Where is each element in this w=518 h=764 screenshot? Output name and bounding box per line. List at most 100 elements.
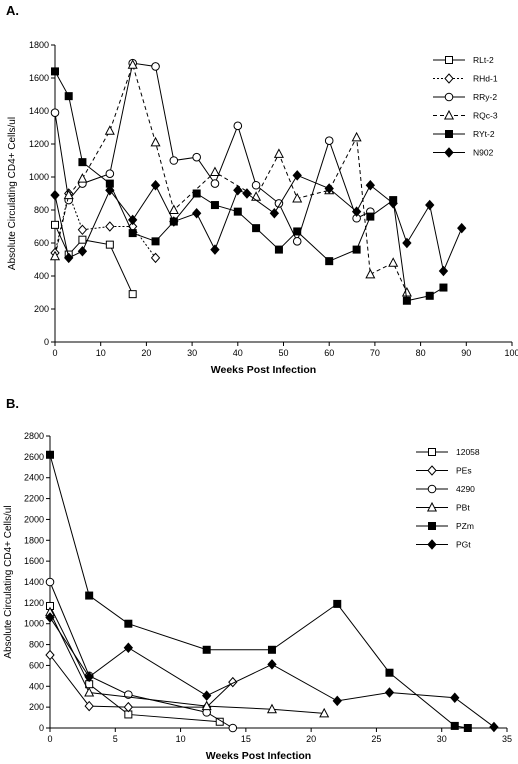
- data-point: [365, 268, 376, 279]
- data-point: [463, 724, 472, 732]
- data-point: [84, 700, 94, 712]
- data-point: [274, 199, 284, 208]
- legend-label: RLt-2: [473, 55, 494, 65]
- data-point: [352, 245, 361, 254]
- data-point: [169, 156, 179, 165]
- data-point: [151, 62, 160, 71]
- data-point: [457, 222, 467, 234]
- legend-marker: [444, 147, 454, 158]
- legend-marker: [444, 73, 454, 84]
- legend-label: PBt: [456, 503, 470, 513]
- data-point: [251, 180, 261, 190]
- legend-entry: PBt: [416, 501, 470, 513]
- legend-label: PGt: [456, 540, 471, 550]
- data-point: [84, 686, 95, 697]
- x-tick-label: 30: [437, 734, 447, 744]
- data-point: [402, 237, 412, 249]
- data-point: [425, 199, 435, 211]
- data-point: [201, 700, 212, 711]
- data-point: [105, 184, 115, 196]
- data-point: [77, 224, 88, 236]
- data-point: [150, 136, 161, 147]
- data-point: [351, 131, 362, 142]
- x-tick-label: 20: [141, 348, 151, 358]
- y-tick-label: 2800: [24, 431, 44, 441]
- data-point: [267, 645, 276, 654]
- data-point: [192, 152, 201, 162]
- legend-entry: PGt: [416, 539, 471, 550]
- data-point: [192, 208, 202, 219]
- data-point: [274, 245, 283, 254]
- x-tick-label: 25: [371, 734, 381, 744]
- data-point: [46, 450, 54, 459]
- x-tick-label: 40: [233, 348, 243, 358]
- legend-marker: [427, 484, 437, 494]
- y-tick-label: 2200: [24, 494, 44, 504]
- data-point: [233, 207, 242, 216]
- data-point: [324, 183, 334, 194]
- data-point: [45, 649, 55, 661]
- data-point: [151, 237, 160, 246]
- data-point: [150, 179, 161, 191]
- panel-label: B.: [6, 396, 19, 411]
- data-point: [242, 188, 252, 199]
- data-point: [202, 690, 212, 701]
- data-point: [385, 668, 394, 677]
- legend-marker: [445, 130, 453, 138]
- data-point: [325, 257, 334, 266]
- data-point: [384, 687, 395, 698]
- data-point: [64, 92, 73, 101]
- data-point: [438, 265, 449, 277]
- data-point: [85, 591, 94, 600]
- y-tick-label: 0: [39, 723, 44, 733]
- x-axis-title: Weeks Post Infection: [206, 750, 311, 762]
- legend-label: RHd-1: [473, 74, 498, 84]
- y-tick-label: 2000: [24, 514, 44, 524]
- data-point: [210, 244, 220, 255]
- legend-entry: N902: [433, 147, 494, 158]
- legend-entry: 12058: [416, 447, 480, 457]
- data-point: [450, 692, 460, 704]
- legend-marker: [445, 56, 453, 64]
- y-axis-title: Absolute Circulating CD4+ Cells/ul: [7, 117, 18, 270]
- data-point: [388, 198, 398, 209]
- data-point: [209, 166, 220, 177]
- series-RLt-2: [51, 220, 137, 299]
- y-tick-label: 800: [29, 640, 44, 650]
- data-point: [292, 192, 303, 203]
- y-tick-label: 1600: [29, 73, 49, 83]
- y-tick-label: 600: [34, 238, 49, 248]
- legend-label: RRy-2: [473, 92, 497, 102]
- x-tick-label: 60: [324, 348, 334, 358]
- y-tick-label: 1400: [29, 106, 49, 116]
- y-tick-label: 1200: [29, 139, 49, 149]
- data-point: [366, 212, 375, 221]
- legend-entry: RLt-2: [433, 55, 494, 65]
- y-tick-label: 200: [34, 304, 49, 314]
- y-tick-label: 600: [29, 660, 44, 670]
- legend-label: RYt-2: [473, 129, 495, 139]
- data-point: [77, 245, 88, 257]
- data-point: [210, 201, 219, 210]
- data-point: [425, 291, 434, 300]
- data-point: [333, 599, 342, 608]
- data-point: [50, 189, 60, 201]
- x-tick-label: 15: [241, 734, 251, 744]
- data-point: [324, 136, 334, 145]
- legend-label: RQc-3: [473, 111, 498, 121]
- legend-marker: [427, 465, 437, 476]
- chart-panel-a: A. 0 200 400 600 800 1000 1200 1400 1600 1800 0 10 20…: [6, 3, 518, 376]
- legend-entry: PEs: [416, 465, 472, 476]
- legend-label: 12058: [456, 447, 480, 457]
- series-RRy-2: [50, 58, 375, 246]
- data-point: [105, 221, 115, 232]
- x-tick-label: 0: [47, 734, 52, 744]
- data-point: [267, 659, 277, 670]
- chart-panel-b: B.02004006008001000120014001600180020002…: [3, 396, 512, 762]
- data-point: [51, 67, 59, 76]
- data-point: [252, 224, 261, 233]
- legend-entry: PZm: [416, 521, 474, 531]
- data-point: [292, 170, 302, 181]
- legend-marker: [428, 448, 436, 456]
- data-point: [128, 214, 138, 226]
